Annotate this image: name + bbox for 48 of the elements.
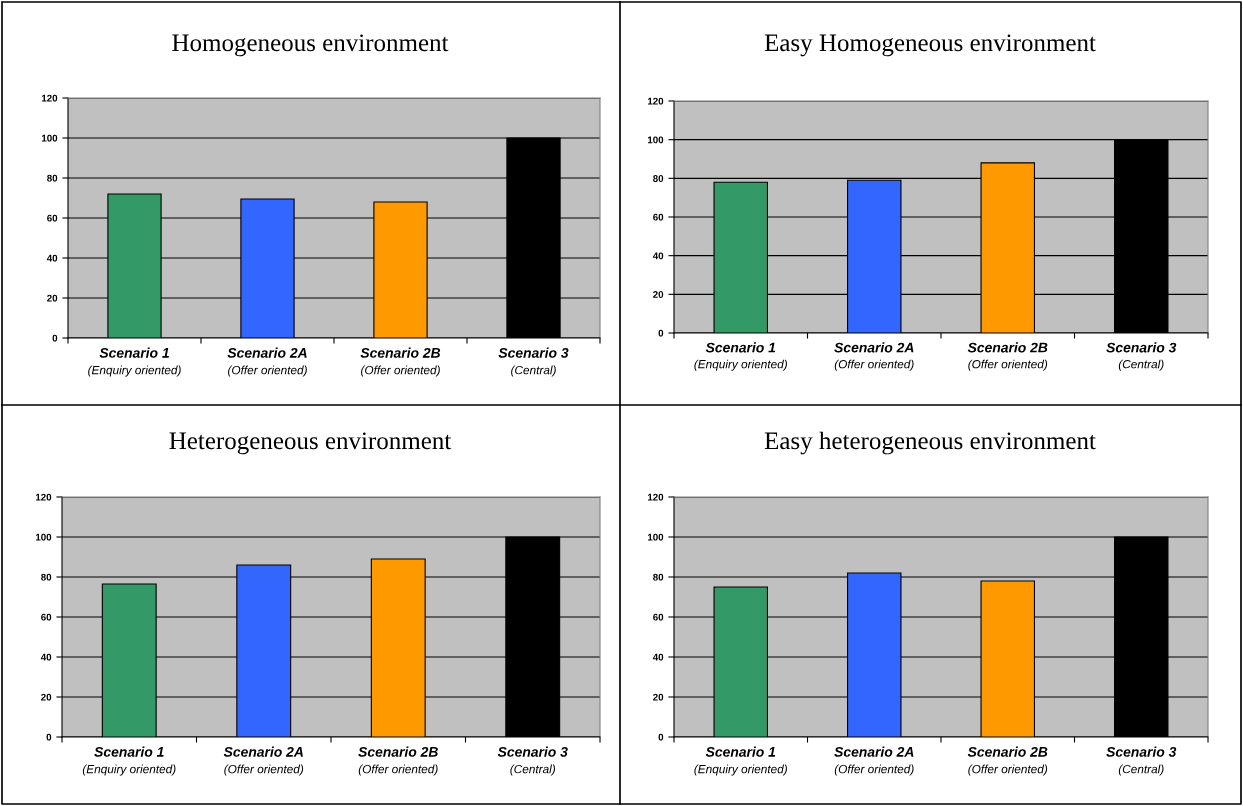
- y-tick-label: 60: [653, 213, 664, 221]
- x-tick-label: Scenario 1 (Enquiry oriented): [88, 347, 181, 377]
- y-tick-label: 60: [653, 613, 664, 621]
- y-tick-label: 80: [47, 174, 58, 182]
- chart-title: Easy heterogeneous environment: [764, 431, 1096, 455]
- x-tick-label: Scenario 2B (Offer oriented): [360, 347, 441, 377]
- y-tick-label: 120: [41, 94, 58, 102]
- y-tick-label: 100: [647, 533, 664, 541]
- y-tick-label: 40: [46, 254, 58, 262]
- y-tick-label: 120: [35, 493, 52, 501]
- y-tick-label: 20: [653, 693, 664, 701]
- y-tick-label: 20: [653, 291, 664, 298]
- y-tick-label: 100: [647, 136, 664, 144]
- chart-title: Easy Homogeneous environment: [764, 34, 1096, 57]
- y-tick-label: 80: [653, 573, 664, 581]
- x-tick-label: Scenario 1 (Enquiry oriented): [694, 746, 787, 776]
- x-tick-label: Scenario 1 (Enquiry oriented): [694, 342, 787, 371]
- x-tick-label: Scenario 2A (Offer oriented): [227, 347, 307, 377]
- y-tick-label: 60: [47, 214, 58, 222]
- y-tick-label: 100: [35, 533, 52, 541]
- x-tick-label: Scenario 3 (Central): [498, 347, 569, 377]
- x-tick-label: Scenario 1 (Enquiry oriented): [82, 746, 176, 776]
- y-tick-label: 20: [47, 294, 58, 302]
- y-tick-label: 80: [653, 175, 664, 182]
- y-tick-label: 40: [652, 653, 664, 661]
- y-tick-label: 120: [647, 493, 664, 501]
- y-tick-label: 0: [46, 733, 52, 741]
- x-tick-label: Scenario 3 (Central): [497, 746, 568, 776]
- y-tick-label: 20: [41, 693, 52, 701]
- y-tick-label: 0: [658, 733, 664, 741]
- x-tick-label: Scenario 2B (Offer oriented): [358, 746, 438, 776]
- y-tick-label: 0: [658, 329, 664, 337]
- x-tick-label: Scenario 2B (Offer oriented): [967, 342, 1048, 371]
- chart-title: Homogeneous environment: [172, 34, 449, 57]
- y-tick-label: 80: [41, 573, 52, 581]
- x-tick-label: Scenario 3 (Central): [1106, 342, 1177, 371]
- y-tick-label: 100: [41, 134, 58, 142]
- chart-title: Heterogeneous environment: [169, 432, 452, 455]
- y-tick-label: 120: [647, 97, 664, 105]
- y-tick-label: 40: [652, 252, 664, 260]
- y-tick-label: 0: [52, 334, 58, 342]
- y-tick-label: 60: [41, 613, 52, 621]
- y-tick-label: 40: [40, 653, 52, 661]
- x-tick-label: Scenario 2B (Offer oriented): [967, 746, 1048, 776]
- x-tick-label: Scenario 2A (Offer oriented): [223, 746, 304, 776]
- x-tick-label: Scenario 2A (Offer oriented): [834, 746, 914, 776]
- x-tick-label: Scenario 3 (Central): [1106, 746, 1177, 776]
- x-tick-label: Scenario 2A (Offer oriented): [834, 342, 914, 371]
